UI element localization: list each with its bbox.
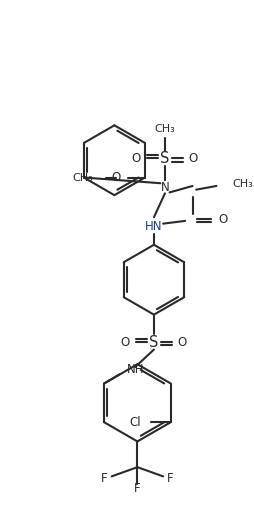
Text: CH₃: CH₃ <box>72 173 93 183</box>
Text: NH: NH <box>127 363 145 376</box>
Text: O: O <box>121 335 130 349</box>
Text: CH₃: CH₃ <box>232 179 253 189</box>
Text: S: S <box>160 151 170 166</box>
Text: O: O <box>178 335 187 349</box>
Text: O: O <box>218 213 228 226</box>
Text: Cl: Cl <box>130 416 141 429</box>
Text: CH₃: CH₃ <box>155 124 175 134</box>
Text: F: F <box>101 472 108 485</box>
Text: O: O <box>112 171 121 184</box>
Text: F: F <box>134 482 141 495</box>
Text: S: S <box>149 334 159 350</box>
Text: O: O <box>132 152 141 165</box>
Text: HN: HN <box>145 220 163 233</box>
Text: N: N <box>161 181 169 195</box>
Text: O: O <box>189 152 198 165</box>
Text: F: F <box>167 472 174 485</box>
